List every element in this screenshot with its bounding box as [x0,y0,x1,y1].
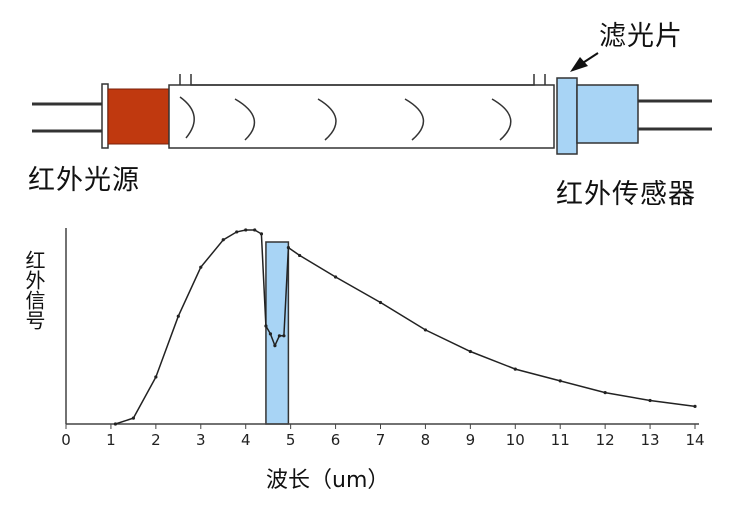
curve-point-6 [235,230,239,234]
curve-point-22 [558,379,562,383]
curve-point-16 [298,253,302,258]
filter-plate [556,77,578,155]
chart-area: 0 1 2 3 4 5 6 7 8 9 10 11 12 13 14 [61,228,705,449]
curve-point-4 [199,265,203,269]
x-tick-label-13: 13 [641,431,660,449]
curve-point-9 [259,232,264,236]
chevron-2 [234,98,256,141]
curve-point-21 [513,367,517,371]
curve-point-0 [113,422,118,426]
curve-point-23 [603,391,607,395]
curve-point-11 [268,332,273,336]
x-tick-label-3: 3 [196,431,206,449]
filter-pointer-arrow [570,52,599,72]
curve-point-24 [648,398,652,403]
chevron-5 [491,98,512,141]
x-tick-label-1: 1 [106,431,116,449]
y-axis-label: 红外信号 [22,250,46,330]
x-tick-label-7: 7 [376,431,386,449]
x-tick-label-6: 6 [331,431,341,449]
curve-point-7 [244,228,248,232]
infrared-sensor-block [576,84,639,144]
chevron-4 [404,98,424,141]
curve-point-8 [253,228,257,232]
curve-dots [113,228,697,426]
infrared-source-block [107,88,170,145]
x-tick-label-0: 0 [61,431,71,449]
chevron-3 [317,98,337,141]
curve-point-20 [468,349,472,354]
curve-point-12 [273,344,277,348]
gas-tube [168,84,555,149]
x-tick-label-2: 2 [151,431,161,449]
curve-point-14 [282,334,286,338]
x-ticks: 0 1 2 3 4 5 6 7 8 9 10 11 12 13 14 [61,424,705,449]
x-tick-label-4: 4 [241,431,251,449]
tube-inlet [179,74,546,86]
curve-point-13 [277,334,282,338]
filter-label: 滤光片 [599,21,683,52]
curve-point-2 [154,375,158,379]
curve-point-1 [131,416,135,420]
curve-point-18 [378,300,383,305]
chevron-1 [179,96,195,139]
x-tick-label-11: 11 [551,431,570,449]
x-tick-label-10: 10 [506,431,525,449]
x-axis-label: 波长（um） [266,468,390,493]
curve-point-10 [264,324,268,328]
curve-point-3 [176,314,180,318]
signal-curve [115,229,696,425]
x-tick-label-9: 9 [466,431,476,449]
x-tick-label-8: 8 [421,431,431,449]
curve-point-17 [333,275,338,279]
curve-point-5 [221,238,225,242]
x-tick-label-5: 5 [286,431,296,449]
ir-wave-chevrons [179,96,512,141]
x-tick-label-14: 14 [685,431,704,449]
source-flange [101,83,109,149]
curve-point-19 [423,328,428,332]
curve-point-25 [693,404,697,408]
infrared-source-label: 红外光源 [28,165,140,196]
curve-point-15 [286,246,290,250]
infrared-sensor-label: 红外传感器 [556,179,696,210]
x-tick-label-12: 12 [596,431,615,449]
